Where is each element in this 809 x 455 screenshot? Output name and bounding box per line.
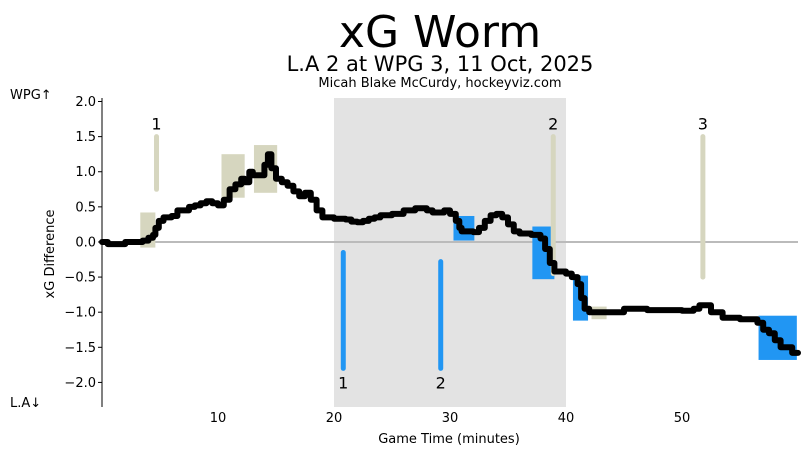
x-tick-label: 50 (674, 411, 691, 426)
chart-title: xG Worm (339, 7, 541, 58)
y-tick-label: −1.0 (64, 306, 96, 321)
y-tick-label: −1.5 (64, 341, 96, 356)
top-team-label: WPG↑ (10, 88, 52, 103)
y-axis-label: xG Difference (43, 210, 58, 299)
x-tick-label: 20 (326, 411, 343, 426)
goal-label-la: 2 (436, 373, 446, 392)
bottom-team-label: L.A↓ (10, 396, 41, 411)
y-tick-label: 1.0 (75, 165, 96, 180)
second-period-shade (334, 98, 566, 407)
xg-worm-line (99, 151, 801, 356)
goal-label-la: 1 (338, 373, 348, 392)
goal-label-wpg: 2 (548, 115, 558, 134)
axes-layer: 2.0 1.5 1.0 0.5 0.0 −0.5 −1.0 −1.5 −2.0 10 20 30 40 5… (64, 95, 690, 426)
y-tick-label: 2.0 (75, 95, 96, 110)
goal-label-wpg: 1 (151, 115, 161, 134)
worm-layer (99, 151, 801, 356)
chart-subtitle: L.A 2 at WPG 3, 11 Oct, 2025 (287, 52, 594, 76)
x-tick-label: 10 (210, 411, 227, 426)
goal-label-wpg: 3 (698, 115, 708, 134)
x-tick-label: 30 (442, 411, 459, 426)
goal-marker-layer: 1 2 3 1 2 (151, 115, 708, 393)
y-tick-label: 0.0 (75, 235, 96, 250)
chart-credit: Micah Blake McCurdy, hockeyviz.com (318, 76, 561, 91)
y-tick-label: 0.5 (75, 200, 96, 215)
x-tick-label: 40 (558, 411, 575, 426)
period-shade-layer (334, 98, 566, 407)
y-tick-label: 1.5 (75, 130, 96, 145)
y-tick-label: −2.0 (64, 376, 96, 391)
y-tick-label: −0.5 (64, 271, 96, 286)
x-axis-label: Game Time (minutes) (378, 432, 520, 447)
